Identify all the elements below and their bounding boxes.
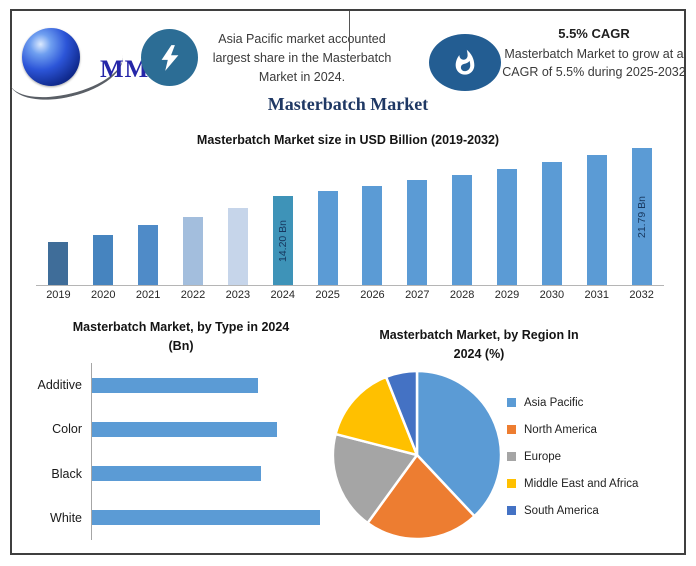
bar-2022 — [183, 217, 203, 285]
bar-value-label-2024: 14.20 Bn — [276, 219, 289, 262]
bar-2030 — [541, 162, 562, 285]
bar-2031 — [586, 155, 607, 285]
type-label-color: Color — [52, 422, 82, 437]
region-chart-title-line2: 2024 (%) — [453, 346, 505, 361]
type-label-additive: Additive — [37, 378, 82, 393]
x-tick-2020: 2020 — [80, 285, 126, 305]
x-tick-2021: 2021 — [125, 285, 171, 305]
legend-item-middle-east-and-africa: Middle East and Africa — [507, 470, 638, 497]
pie-slice-north-america — [366, 453, 476, 541]
x-tick-2032: 2032 — [619, 285, 665, 305]
bar-2024: 14.20 Bn — [272, 196, 293, 285]
bar-cell-2031: 2031 — [574, 145, 620, 305]
x-tick-2025: 2025 — [305, 285, 351, 305]
type-chart-labels: Additive Color Black White — [16, 363, 91, 540]
pie-slice-europe — [331, 432, 419, 525]
region-chart-title: Masterbatch Market, by Region In 2024 (%… — [354, 326, 604, 364]
cagr-callout: 5.5% CAGR Masterbatch Market to grow at … — [498, 26, 690, 81]
x-tick-2028: 2028 — [439, 285, 485, 305]
pie-slice-south-america — [384, 369, 419, 457]
type-bar-white — [92, 510, 320, 526]
x-tick-2019: 2019 — [36, 285, 81, 305]
lightning-badge — [141, 29, 198, 86]
type-chart-title-line2: (Bn) — [168, 338, 194, 353]
bar-2021 — [138, 225, 159, 285]
bar-2029 — [497, 169, 518, 285]
legend-label: North America — [524, 423, 597, 436]
bar-cell-2028: 2028 — [439, 145, 485, 305]
legend-label: Middle East and Africa — [524, 477, 639, 490]
type-chart-title-line1: Masterbatch Market, by Type in 2024 — [72, 320, 290, 334]
bar-cell-2019: 2019 — [36, 145, 81, 305]
type-chart-title: Masterbatch Market, by Type in 2024 (Bn) — [16, 318, 346, 356]
region-pie-chart — [331, 369, 503, 541]
legend-marker-icon — [507, 479, 516, 488]
bar-2019 — [48, 242, 69, 285]
x-tick-2026: 2026 — [350, 285, 395, 305]
lightning-icon — [161, 44, 178, 71]
pie-slice-asia-pacific — [415, 369, 503, 518]
bar-2028 — [452, 175, 473, 285]
legend-item-europe: Europe — [507, 443, 638, 470]
yearly-chart-title: Masterbatch Market size in USD Billion (… — [196, 133, 500, 147]
x-tick-2023: 2023 — [215, 285, 261, 305]
cagr-text: Masterbatch Market to grow at a CAGR of … — [502, 47, 686, 80]
type-label-black: Black — [51, 466, 82, 481]
x-tick-2030: 2030 — [529, 285, 575, 305]
bar-cell-2029: 2029 — [484, 145, 530, 305]
yearly-bars: 2019 2020 2021 2022 2023 14.20 Bn 2024 2025 2026… — [36, 145, 665, 305]
page-title: Masterbatch Market — [267, 94, 429, 114]
bar-value-label-2032: 21.79 Bn — [635, 195, 648, 238]
bar-cell-2020: 2020 — [80, 145, 126, 305]
legend-item-asia-pacific: Asia Pacific — [507, 389, 638, 416]
flame-icon — [455, 49, 475, 75]
bar-2020 — [93, 235, 114, 285]
bar-cell-2022: 2022 — [170, 145, 216, 305]
type-bar-additive — [92, 377, 259, 393]
bar-2027 — [407, 180, 428, 285]
bar-cell-2030: 2030 — [529, 145, 575, 305]
x-tick-2029: 2029 — [484, 285, 530, 305]
legend-marker-icon — [507, 398, 516, 407]
cagr-badge — [429, 34, 501, 91]
pie-slice-middle-east-and-africa — [334, 375, 419, 457]
bar-2032: 21.79 Bn — [631, 148, 652, 285]
x-tick-2022: 2022 — [170, 285, 216, 305]
x-tick-2024: 2024 — [260, 285, 306, 305]
legend-marker-icon — [507, 506, 516, 515]
bar-cell-2025: 2025 — [305, 145, 351, 305]
cagr-title: 5.5% CAGR — [558, 26, 630, 41]
legend-label: Asia Pacific — [524, 396, 584, 409]
x-tick-2031: 2031 — [574, 285, 620, 305]
legend-marker-icon — [507, 452, 516, 461]
bar-cell-2024: 14.20 Bn 2024 — [260, 145, 306, 305]
bar-cell-2032: 21.79 Bn 2032 — [619, 145, 665, 305]
bar-2026 — [362, 186, 383, 285]
type-label-white: White — [50, 510, 82, 525]
type-bar-color — [92, 421, 277, 437]
bar-2023 — [227, 208, 248, 285]
header-divider — [349, 11, 350, 51]
type-chart-bars — [91, 363, 320, 540]
legend-marker-icon — [507, 425, 516, 434]
bar-2025 — [317, 191, 338, 285]
region-chart-title-line1: Masterbatch Market, by Region In — [379, 328, 579, 342]
region-legend: Asia Pacific North America Europe Middle Ea… — [507, 389, 638, 524]
globe-icon — [22, 28, 80, 86]
bar-cell-2021: 2021 — [125, 145, 171, 305]
x-tick-2027: 2027 — [394, 285, 440, 305]
type-chart: Additive Color Black White — [16, 363, 320, 540]
bar-cell-2027: 2027 — [394, 145, 440, 305]
legend-item-north-america: North America — [507, 416, 638, 443]
bar-cell-2023: 2023 — [215, 145, 261, 305]
bar-cell-2026: 2026 — [350, 145, 395, 305]
legend-label: Europe — [524, 450, 562, 463]
legend-label: South America — [524, 504, 599, 517]
type-bar-black — [92, 466, 261, 482]
legend-item-south-america: South America — [507, 497, 638, 524]
asia-pacific-callout: Asia Pacific market accounted largest sh… — [212, 32, 392, 84]
